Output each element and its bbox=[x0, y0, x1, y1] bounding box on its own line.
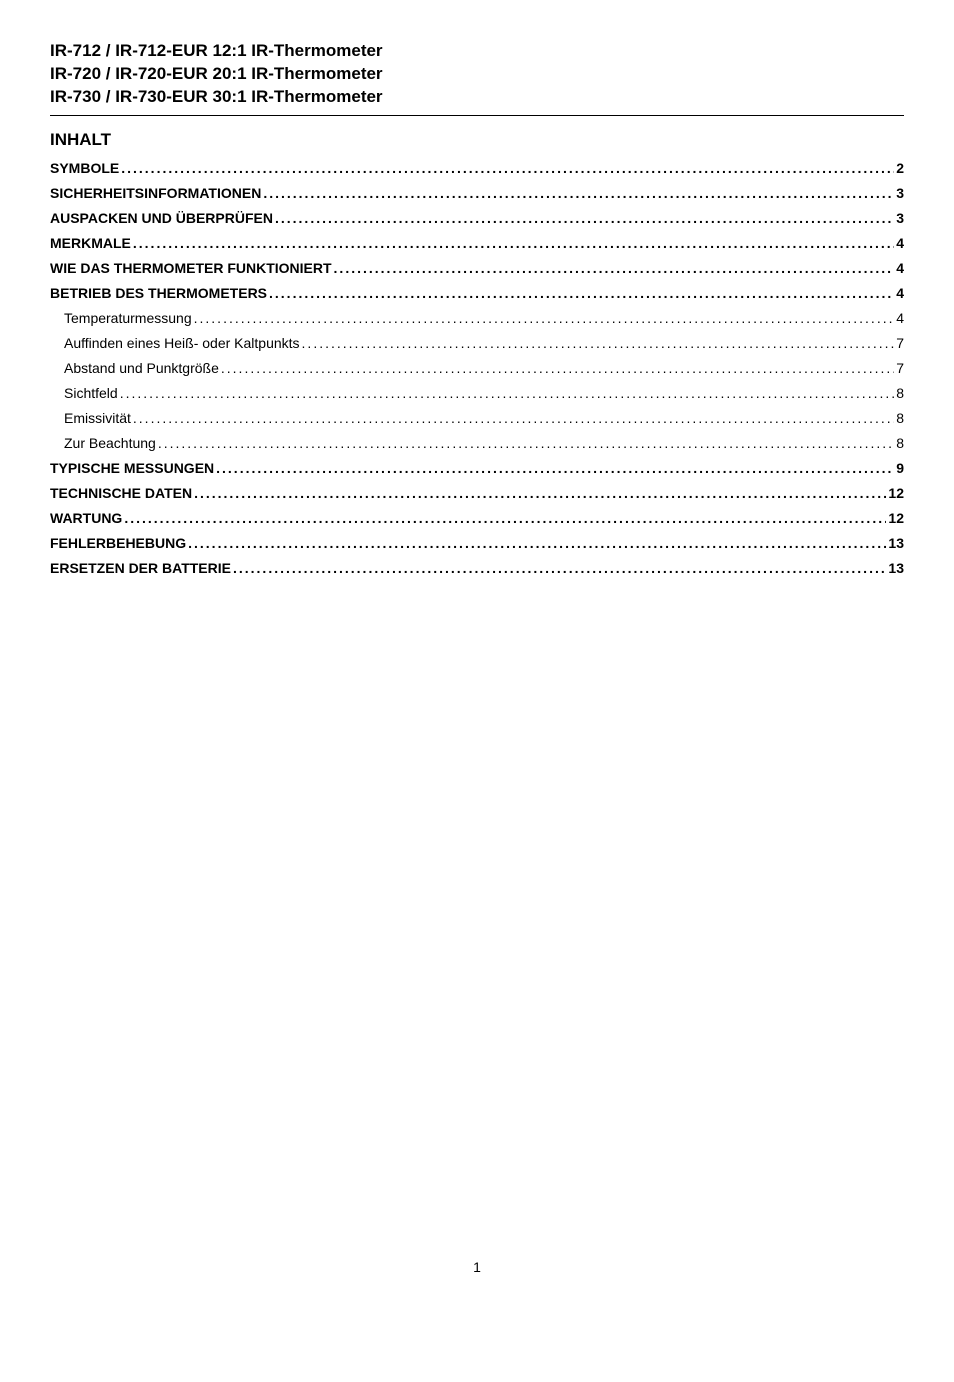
toc-dot-leader bbox=[192, 308, 895, 329]
toc-dot-leader bbox=[186, 533, 886, 554]
title-divider bbox=[50, 115, 904, 116]
toc-entry-label: Temperaturmessung bbox=[64, 308, 192, 329]
toc-dot-leader bbox=[119, 158, 894, 179]
toc-entry-page: 3 bbox=[894, 208, 904, 229]
toc-entry-label: Abstand und Punktgröße bbox=[64, 358, 219, 379]
toc-entry-label: Zur Beachtung bbox=[64, 433, 156, 454]
toc-entry: Sichtfeld 8 bbox=[50, 383, 904, 404]
toc-dot-leader bbox=[267, 283, 894, 304]
toc-entry: WIE DAS THERMOMETER FUNKTIONIERT 4 bbox=[50, 258, 904, 279]
toc-entry: Temperaturmessung 4 bbox=[50, 308, 904, 329]
toc-entry-label: TECHNISCHE DATEN bbox=[50, 483, 192, 504]
toc-dot-leader bbox=[219, 358, 894, 379]
toc-entry-page: 7 bbox=[894, 358, 904, 379]
toc-entry: Abstand und Punktgröße 7 bbox=[50, 358, 904, 379]
toc-entry: AUSPACKEN UND ÜBERPRÜFEN 3 bbox=[50, 208, 904, 229]
toc-entry-page: 13 bbox=[886, 558, 904, 579]
toc-entry-label: FEHLERBEHEBUNG bbox=[50, 533, 186, 554]
toc-entry-page: 9 bbox=[894, 458, 904, 479]
toc-entry-label: Auffinden eines Heiß- oder Kaltpunkts bbox=[64, 333, 300, 354]
toc-entry: TECHNISCHE DATEN 12 bbox=[50, 483, 904, 504]
toc-dot-leader bbox=[122, 508, 886, 529]
toc-entry-page: 12 bbox=[886, 483, 904, 504]
toc-entry: ERSETZEN DER BATTERIE 13 bbox=[50, 558, 904, 579]
toc-entry-page: 13 bbox=[886, 533, 904, 554]
toc-entry-label: TYPISCHE MESSUNGEN bbox=[50, 458, 214, 479]
toc-entry-page: 8 bbox=[894, 408, 904, 429]
toc-entry: TYPISCHE MESSUNGEN 9 bbox=[50, 458, 904, 479]
toc-entry-label: ERSETZEN DER BATTERIE bbox=[50, 558, 231, 579]
toc-entry-label: AUSPACKEN UND ÜBERPRÜFEN bbox=[50, 208, 273, 229]
toc-entry: WARTUNG 12 bbox=[50, 508, 904, 529]
document-title-block: IR-712 / IR-712-EUR 12:1 IR-Thermometer … bbox=[50, 40, 904, 109]
toc-heading: INHALT bbox=[50, 130, 904, 150]
toc-dot-leader bbox=[214, 458, 894, 479]
toc-dot-leader bbox=[118, 383, 895, 404]
toc-entry: SICHERHEITSINFORMATIONEN 3 bbox=[50, 183, 904, 204]
toc-entry-page: 4 bbox=[894, 233, 904, 254]
toc-dot-leader bbox=[261, 183, 894, 204]
toc-dot-leader bbox=[332, 258, 895, 279]
toc-dot-leader bbox=[231, 558, 886, 579]
toc-entry-page: 4 bbox=[894, 283, 904, 304]
page-number: 1 bbox=[50, 1259, 904, 1275]
toc-entry: Zur Beachtung 8 bbox=[50, 433, 904, 454]
title-line-1: IR-712 / IR-712-EUR 12:1 IR-Thermometer bbox=[50, 40, 904, 63]
toc-dot-leader bbox=[131, 233, 894, 254]
toc-dot-leader bbox=[300, 333, 895, 354]
toc-entry: Auffinden eines Heiß- oder Kaltpunkts 7 bbox=[50, 333, 904, 354]
toc-entry: FEHLERBEHEBUNG 13 bbox=[50, 533, 904, 554]
toc-entry-page: 8 bbox=[894, 433, 904, 454]
toc-entry: BETRIEB DES THERMOMETERS 4 bbox=[50, 283, 904, 304]
toc-entry: MERKMALE 4 bbox=[50, 233, 904, 254]
toc-entry-label: Emissivität bbox=[64, 408, 131, 429]
toc-dot-leader bbox=[273, 208, 894, 229]
toc-entry: Emissivität 8 bbox=[50, 408, 904, 429]
table-of-contents: SYMBOLE 2 SICHERHEITSINFORMATIONEN 3 AUS… bbox=[50, 158, 904, 579]
toc-entry-label: MERKMALE bbox=[50, 233, 131, 254]
toc-entry-page: 7 bbox=[894, 333, 904, 354]
toc-entry-label: Sichtfeld bbox=[64, 383, 118, 404]
toc-dot-leader bbox=[156, 433, 894, 454]
title-line-3: IR-730 / IR-730-EUR 30:1 IR-Thermometer bbox=[50, 86, 904, 109]
toc-entry: SYMBOLE 2 bbox=[50, 158, 904, 179]
toc-entry-label: WIE DAS THERMOMETER FUNKTIONIERT bbox=[50, 258, 332, 279]
toc-entry-page: 2 bbox=[894, 158, 904, 179]
toc-dot-leader bbox=[192, 483, 886, 504]
toc-entry-page: 8 bbox=[894, 383, 904, 404]
toc-entry-label: SYMBOLE bbox=[50, 158, 119, 179]
toc-entry-label: WARTUNG bbox=[50, 508, 122, 529]
toc-entry-page: 12 bbox=[886, 508, 904, 529]
toc-entry-label: SICHERHEITSINFORMATIONEN bbox=[50, 183, 261, 204]
toc-dot-leader bbox=[131, 408, 894, 429]
toc-entry-page: 4 bbox=[894, 308, 904, 329]
toc-entry-page: 4 bbox=[894, 258, 904, 279]
title-line-2: IR-720 / IR-720-EUR 20:1 IR-Thermometer bbox=[50, 63, 904, 86]
toc-entry-label: BETRIEB DES THERMOMETERS bbox=[50, 283, 267, 304]
toc-entry-page: 3 bbox=[894, 183, 904, 204]
